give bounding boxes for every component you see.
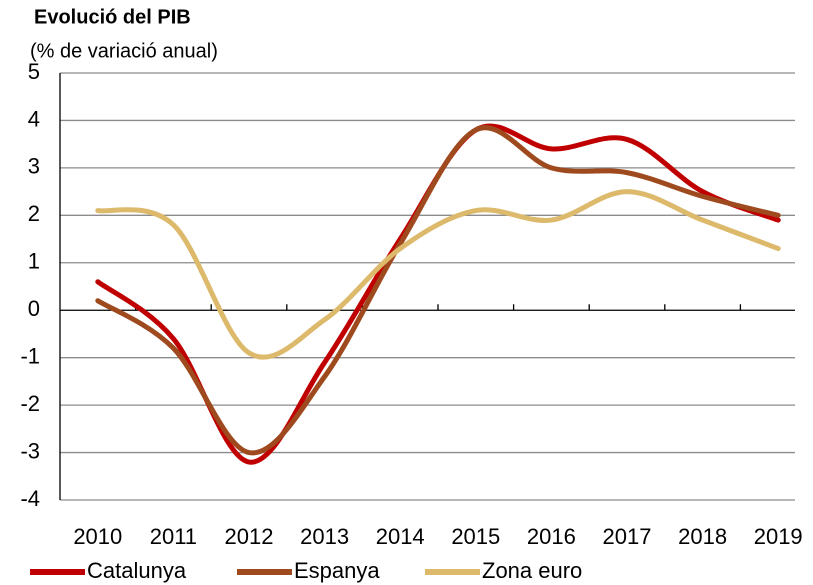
legend-label: Espanya <box>294 558 380 583</box>
y-tick-label: -2 <box>20 391 40 416</box>
y-tick-label: 1 <box>28 249 40 274</box>
x-tick-label: 2018 <box>678 524 727 549</box>
y-tick-label: 4 <box>28 106 40 131</box>
x-tick-label: 2017 <box>603 524 652 549</box>
x-tick-label: 2014 <box>376 524 425 549</box>
legend-label: Catalunya <box>87 558 187 583</box>
x-tick-label: 2019 <box>754 524 803 549</box>
x-tick-label: 2011 <box>150 524 197 549</box>
y-tick-label: 0 <box>28 296 40 321</box>
y-tick-label: 3 <box>28 154 40 179</box>
legend-label: Zona euro <box>482 558 582 583</box>
x-tick-label: 2010 <box>73 524 122 549</box>
y-tick-label: -3 <box>20 438 40 463</box>
series-line <box>95 125 781 456</box>
series-line <box>95 189 781 360</box>
x-tick-label: 2015 <box>451 524 500 549</box>
y-tick-label: -4 <box>20 486 40 511</box>
x-tick-label: 2013 <box>300 524 349 549</box>
y-tick-label: 2 <box>28 201 40 226</box>
chart-subtitle: (% de variació anual) <box>30 40 218 62</box>
chart-title: Evolució del PIB <box>34 6 191 28</box>
x-tick-label: 2012 <box>225 524 274 549</box>
y-tick-label: 5 <box>28 59 40 84</box>
y-tick-label: -1 <box>20 343 40 368</box>
x-tick-label: 2016 <box>527 524 576 549</box>
